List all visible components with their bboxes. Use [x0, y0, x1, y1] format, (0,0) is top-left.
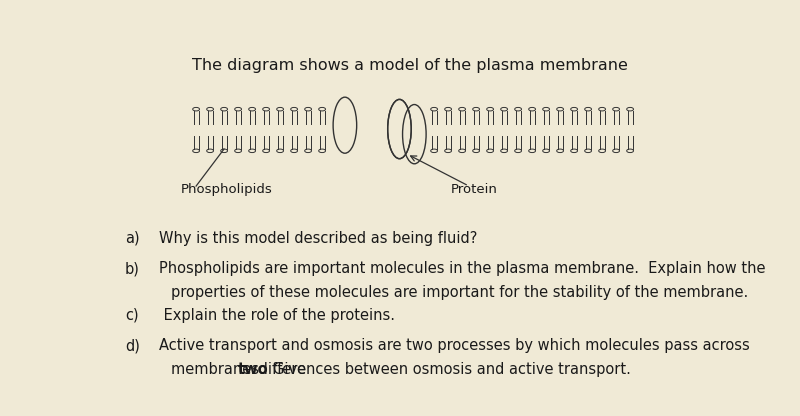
- Text: a): a): [125, 231, 139, 246]
- Text: differences between osmosis and active transport.: differences between osmosis and active t…: [254, 362, 630, 377]
- Text: Explain the role of the proteins.: Explain the role of the proteins.: [159, 308, 395, 323]
- Text: two: two: [238, 362, 268, 377]
- Text: d): d): [125, 338, 140, 353]
- Text: membranes.  Give: membranes. Give: [171, 362, 311, 377]
- Text: The diagram shows a model of the plasma membrane: The diagram shows a model of the plasma …: [192, 58, 628, 73]
- Text: Phospholipids: Phospholipids: [181, 183, 272, 196]
- Text: properties of these molecules are important for the stability of the membrane.: properties of these molecules are import…: [171, 285, 749, 300]
- Text: c): c): [125, 308, 138, 323]
- Text: Why is this model described as being fluid?: Why is this model described as being flu…: [159, 231, 478, 246]
- Text: Protein: Protein: [450, 183, 497, 196]
- Text: Phospholipids are important molecules in the plasma membrane.  Explain how the: Phospholipids are important molecules in…: [159, 261, 766, 276]
- Text: Active transport and osmosis are two processes by which molecules pass across: Active transport and osmosis are two pro…: [159, 338, 750, 353]
- Text: b): b): [125, 261, 140, 276]
